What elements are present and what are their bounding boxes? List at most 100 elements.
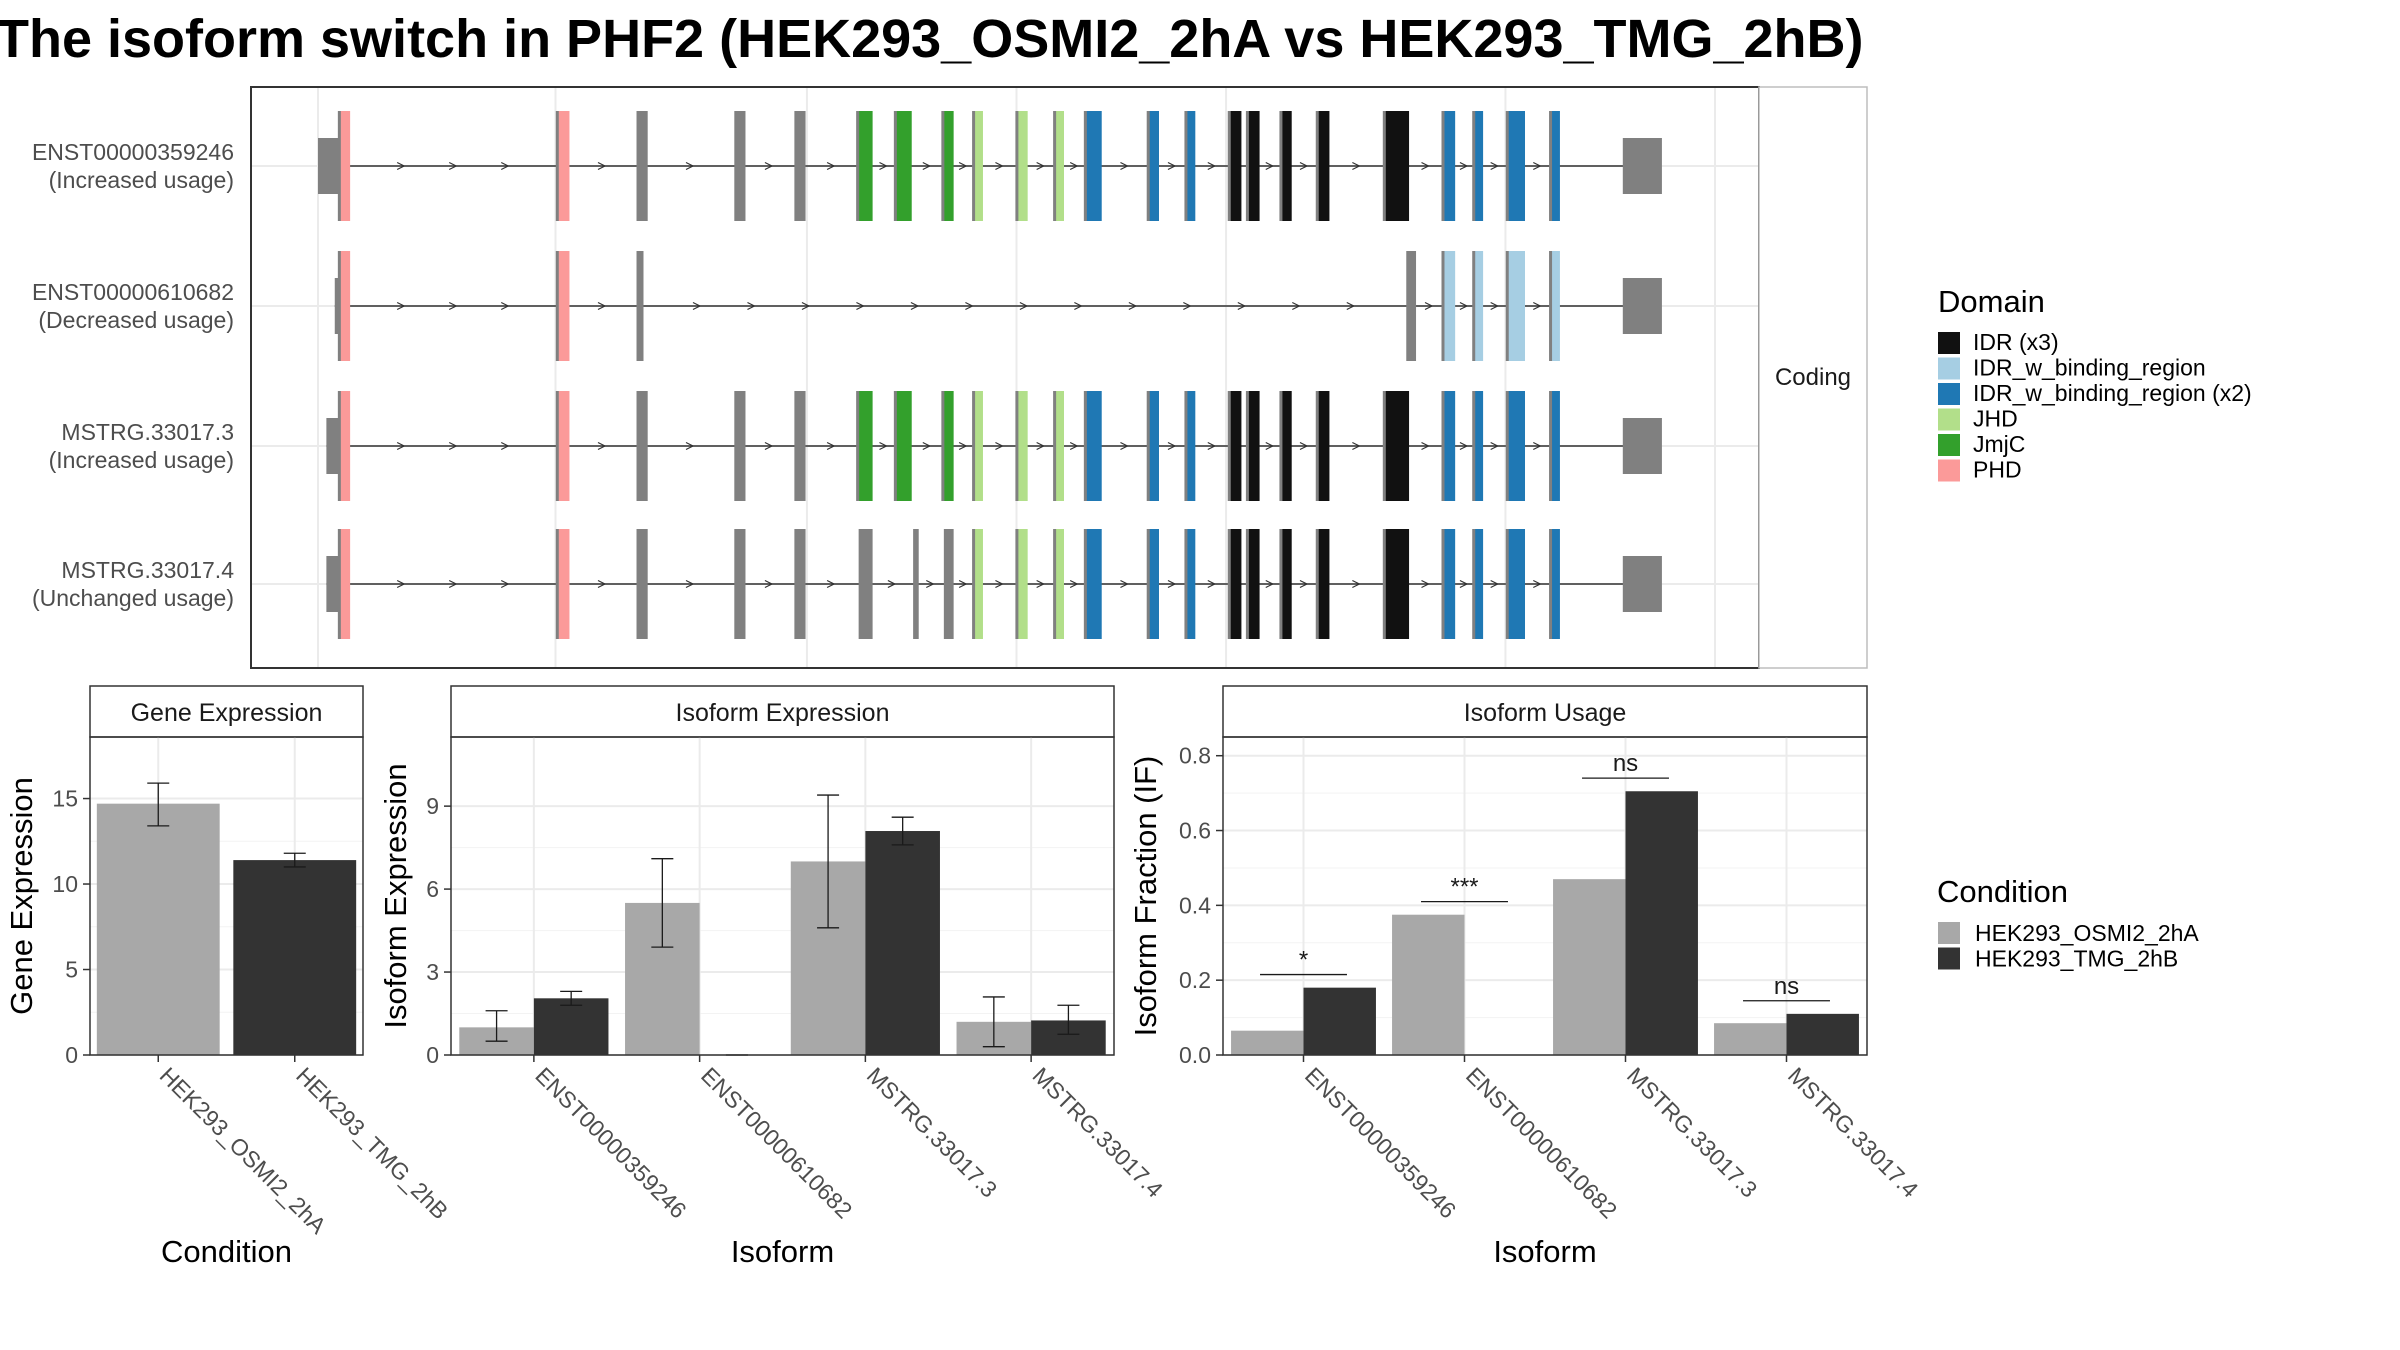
- intron-direction-arrow: [1490, 441, 1500, 451]
- panel-strip: [89, 685, 364, 738]
- exon-phd: [558, 251, 570, 361]
- intron-direction-arrow: [826, 441, 836, 451]
- exon-idr-x3: [1248, 529, 1260, 639]
- exon-boundary: [1441, 111, 1445, 221]
- exon-idr-x3: [1248, 111, 1260, 221]
- exon-boundary: [1015, 529, 1019, 639]
- isoform-usage-label: (Unchanged usage): [32, 585, 234, 611]
- intron-direction-arrow: [995, 579, 1004, 589]
- intron-direction-arrow: [396, 301, 406, 311]
- exon-boundary: [1053, 391, 1057, 501]
- exon-boundary: [1382, 529, 1386, 639]
- intron-direction-arrow: [887, 579, 897, 589]
- exon-coding: [636, 529, 648, 639]
- exon-jhd: [1017, 111, 1028, 221]
- exon-boundary: [1472, 391, 1476, 501]
- intron-direction-arrow: [1424, 301, 1434, 311]
- utr5-block: [318, 138, 341, 194]
- significance-label: *: [1299, 947, 1308, 974]
- exon-coding: [636, 391, 648, 501]
- intron-direction-arrow: [685, 441, 695, 451]
- exon-boundary: [1505, 391, 1509, 501]
- exon-boundary: [1279, 391, 1283, 501]
- exon-jhd: [1017, 391, 1028, 501]
- intron-direction-arrow: [1352, 161, 1361, 171]
- domain-legend-key: [1938, 383, 1960, 405]
- intron-direction-arrow: [1459, 441, 1469, 451]
- isoform-structure-panel: Coding ENST00000359246(Increased usage)E…: [32, 86, 1868, 669]
- exon-coding: [794, 111, 806, 221]
- intron-direction-arrow: [396, 441, 406, 451]
- exon-boundary: [1472, 529, 1476, 639]
- intron-direction-arrow: [1421, 441, 1430, 451]
- utr3-block: [1622, 278, 1662, 334]
- x-tick-label: MSTRG.33017.4: [1783, 1062, 1924, 1203]
- exon-idr-w-binding-region-x2: [1149, 529, 1159, 639]
- y-tick-label: 9: [426, 793, 439, 819]
- intron-direction-arrow: [958, 579, 968, 589]
- exon-boundary: [1315, 391, 1319, 501]
- exon-jhd: [974, 529, 983, 639]
- exon-idr-x3: [1385, 391, 1410, 501]
- intron-direction-arrow: [396, 161, 406, 171]
- exon-idr-w-binding-region-x2: [1474, 391, 1484, 501]
- x-axis-title: Isoform: [1493, 1234, 1596, 1269]
- x-axis-title: Isoform: [731, 1234, 834, 1269]
- y-tick-label: 0.4: [1179, 892, 1211, 918]
- intron-direction-arrow: [685, 161, 695, 171]
- y-axis-title: Gene Expression: [4, 777, 39, 1015]
- exon-boundary: [1549, 529, 1553, 639]
- domain-legend-label: IDR_w_binding_region: [1973, 355, 2206, 381]
- exon-coding: [636, 111, 648, 221]
- exon-coding: [794, 391, 806, 501]
- intron-direction-arrow: [597, 161, 607, 171]
- exon-boundary: [1146, 529, 1150, 639]
- exon-boundary: [337, 529, 341, 639]
- domain-legend-label: PHD: [1973, 457, 2022, 483]
- exon-idr-w-binding-region-x2: [1086, 111, 1102, 221]
- exon-idr-x3: [1281, 529, 1292, 639]
- condition-legend-label: HEK293_OSMI2_2hA: [1975, 920, 2199, 946]
- intron-direction-arrow: [958, 161, 968, 171]
- bar-hek293-osmi2-2ha-enst00000610682: [1392, 914, 1465, 1055]
- intron-direction-arrow: [826, 161, 836, 171]
- intron-direction-arrow: [1207, 161, 1217, 171]
- utr5-block: [334, 278, 341, 334]
- x-tick-label: MSTRG.33017.4: [1028, 1062, 1169, 1203]
- intron-direction-arrow: [1490, 161, 1500, 171]
- exon-idr-w-binding-region-x2: [1551, 529, 1560, 639]
- exon-coding: [734, 529, 746, 639]
- intron-direction-arrow: [1237, 301, 1247, 311]
- intron-direction-arrow: [396, 579, 406, 589]
- exon-boundary: [1083, 391, 1087, 501]
- intron-direction-arrow: [448, 579, 458, 589]
- utr3-block: [1622, 138, 1662, 194]
- isoform-usage-label: (Increased usage): [49, 447, 234, 473]
- y-tick-label: 0: [65, 1042, 78, 1068]
- domain-legend-key: [1938, 332, 1960, 354]
- utr5-block: [326, 556, 341, 612]
- x-axis-title: Condition: [161, 1234, 292, 1269]
- exon-boundary: [1315, 529, 1319, 639]
- structure-facet-strip: [1758, 86, 1868, 669]
- intron-direction-arrow: [1352, 579, 1361, 589]
- panel-strip-title: Gene Expression: [131, 699, 323, 727]
- exon-phd: [340, 529, 351, 639]
- bar-hek293-tmg-2hb-mstrg-33017-3: [1625, 791, 1698, 1055]
- x-tick-label: MSTRG.33017.3: [862, 1062, 1002, 1202]
- exon-idr-x3: [1230, 391, 1242, 501]
- exon-boundary: [337, 251, 341, 361]
- domain-legend-key: [1938, 408, 1960, 431]
- x-tick-label: ENST00000610682: [696, 1062, 857, 1223]
- intron-direction-arrow: [1183, 301, 1192, 311]
- y-tick-label: 5: [65, 957, 78, 983]
- panel-strip: [450, 685, 1115, 738]
- exon-boundary: [1441, 529, 1445, 639]
- condition-legend-label: HEK293_TMG_2hB: [1975, 946, 2178, 972]
- y-tick-label: 0.2: [1179, 967, 1211, 993]
- exon-idr-x3: [1281, 111, 1292, 221]
- exon-boundary: [1549, 391, 1553, 501]
- condition-legend-title: Condition: [1937, 874, 2068, 909]
